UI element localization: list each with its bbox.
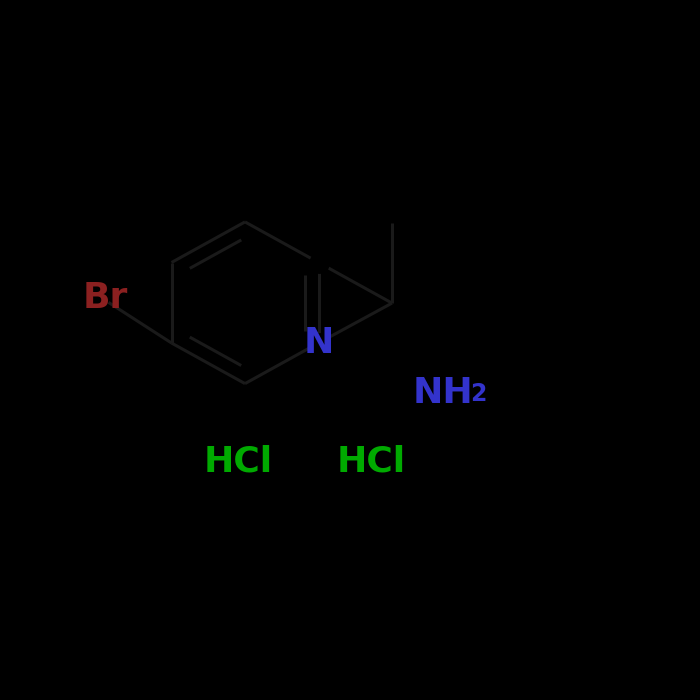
- Text: N: N: [303, 326, 334, 360]
- Text: Br: Br: [83, 281, 128, 314]
- Text: 2: 2: [470, 382, 486, 406]
- Text: NH: NH: [413, 377, 474, 410]
- Text: HCl: HCl: [337, 445, 405, 479]
- Text: HCl: HCl: [204, 445, 272, 479]
